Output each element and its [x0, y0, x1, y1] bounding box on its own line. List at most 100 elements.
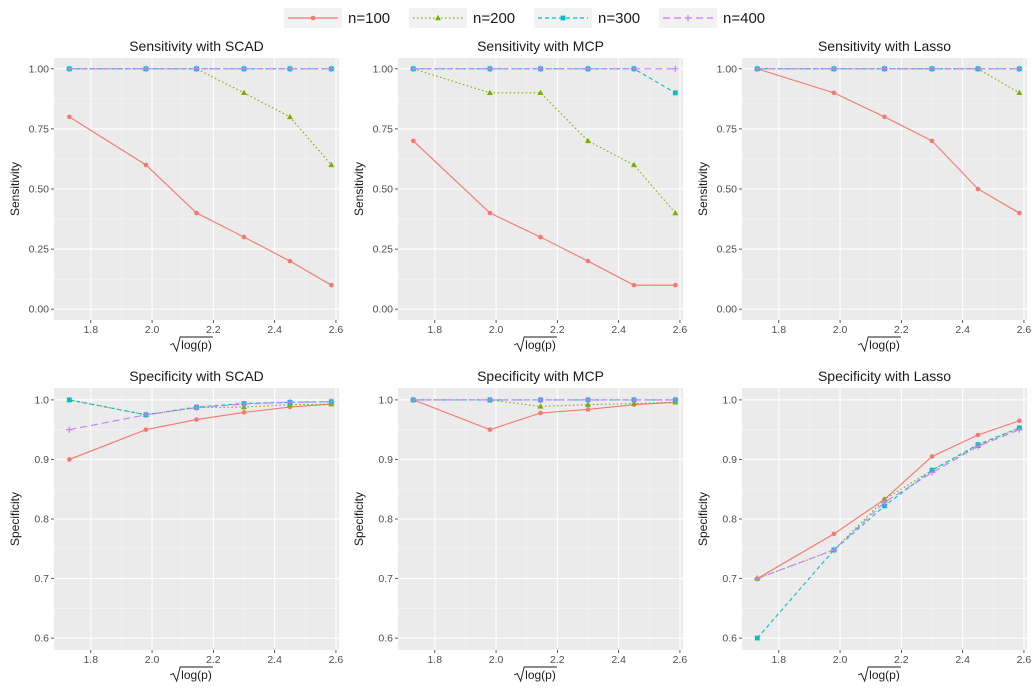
y-tick-label: 0.8 [378, 514, 393, 526]
data-point [672, 65, 679, 73]
data-point [240, 65, 248, 73]
y-tick-label: 0.00 [29, 304, 50, 316]
data-point [538, 234, 543, 240]
data-point [537, 89, 544, 96]
x-tick-label: 2.2 [894, 324, 909, 336]
data-point [585, 258, 591, 264]
data-point [286, 65, 294, 73]
data-point [882, 503, 887, 509]
y-tick-label: 1.00 [29, 63, 50, 75]
panel-specificity-mcp: Specificity with MCP 1.8 2.0 2.2 2.4 2.6 0.6 0.… [344, 366, 688, 691]
sqrt-radical [857, 336, 901, 353]
y-tick-label: 0.50 [373, 184, 394, 196]
x-tick-label: 2.0 [833, 324, 848, 336]
data-point [193, 65, 200, 73]
data-point [630, 161, 637, 168]
panel-sensitivity-mcp: Sensitivity with MCP 1.8 2.0 2.2 2.4 2.6 0.00 0… [344, 36, 688, 361]
data-point [142, 65, 150, 73]
y-tick-label: 0.75 [717, 123, 738, 135]
data-point [584, 396, 592, 404]
panel-title: Specificity with Lasso [818, 368, 951, 384]
legend-label: n=300 [598, 10, 640, 27]
data-point [286, 113, 293, 120]
x-tick-label: 2.0 [833, 654, 848, 666]
legend-marker [310, 15, 316, 21]
series-line [757, 68, 1020, 214]
legend-label: n=200 [473, 10, 515, 27]
data-point [928, 469, 936, 476]
series-line [69, 116, 332, 286]
data-point [194, 417, 199, 422]
y-tick-label: 1.0 [722, 394, 737, 406]
data-point [1017, 210, 1022, 216]
y-tick-label: 0.6 [378, 633, 393, 645]
y-tick-label: 0.50 [717, 184, 738, 196]
y-tick-label: 0.00 [373, 304, 394, 316]
data-point [585, 137, 591, 144]
data-point [241, 410, 247, 415]
legend-label: n=400 [723, 10, 765, 27]
y-axis-label: Sensitivity [352, 162, 366, 216]
data-point [66, 397, 72, 403]
y-tick-label: 1.00 [717, 63, 738, 75]
series-line [413, 68, 676, 94]
sqrt-radical [857, 666, 901, 683]
data-point [410, 396, 417, 404]
data-point [881, 496, 888, 502]
data-point [286, 399, 294, 406]
sqrt-radical [169, 336, 213, 353]
series-n100 [411, 138, 678, 288]
data-point [974, 65, 982, 73]
data-point [142, 411, 150, 418]
y-axis-label: Sensitivity [8, 162, 22, 216]
data-point [1016, 65, 1023, 73]
y-tick-label: 0.25 [373, 244, 394, 256]
series-n100 [755, 418, 1022, 581]
y-tick-label: 0.50 [29, 184, 50, 196]
y-tick-label: 0.6 [722, 633, 737, 645]
data-point [929, 454, 935, 459]
data-point [194, 210, 199, 216]
data-point [754, 635, 760, 641]
data-point [143, 162, 149, 168]
x-tick-label: 2.4 [611, 324, 626, 336]
x-tick-label: 2.6 [673, 324, 688, 336]
x-axis-label: log(p) [869, 668, 900, 682]
data-point [975, 186, 981, 192]
sqrt-radical [513, 666, 557, 683]
y-tick-label: 1.00 [373, 63, 394, 75]
data-point [537, 65, 544, 73]
data-point [584, 65, 592, 73]
data-point [487, 210, 493, 216]
data-point [328, 161, 335, 168]
x-tick-label: 2.2 [550, 324, 565, 336]
x-tick-label: 2.0 [145, 324, 160, 336]
x-tick-label: 2.2 [894, 654, 909, 666]
data-point [411, 138, 416, 144]
data-point [975, 432, 981, 438]
data-point [328, 398, 335, 405]
panel-title: Specificity with SCAD [129, 368, 264, 384]
x-tick-label: 1.8 [83, 324, 98, 336]
x-tick-label: 2.4 [955, 654, 970, 666]
data-point [486, 65, 494, 73]
data-point [1017, 418, 1022, 424]
x-tick-label: 2.0 [489, 324, 504, 336]
y-tick-label: 0.8 [34, 514, 49, 526]
chart-svg: Specificity with Lasso 1.8 2.0 2.2 2.4 2.6 0.6… [696, 368, 1031, 683]
series-line [757, 429, 1020, 580]
y-tick-label: 0.75 [29, 123, 50, 135]
data-point [241, 234, 247, 240]
series-line [757, 420, 1020, 580]
panel-sensitivity-lasso: Sensitivity with Lasso 1.8 2.0 2.2 2.4 2.6 0.0… [688, 36, 1032, 361]
x-tick-label: 2.6 [673, 654, 688, 666]
y-tick-label: 0.00 [717, 304, 738, 316]
panel-title: Sensitivity with MCP [477, 38, 604, 54]
y-tick-label: 1.0 [378, 394, 393, 406]
series-line [69, 399, 332, 416]
data-point [1016, 89, 1023, 96]
x-tick-label: 1.8 [771, 654, 786, 666]
data-point [486, 89, 493, 96]
data-point [1016, 426, 1023, 433]
x-tick-label: 1.8 [427, 324, 442, 336]
